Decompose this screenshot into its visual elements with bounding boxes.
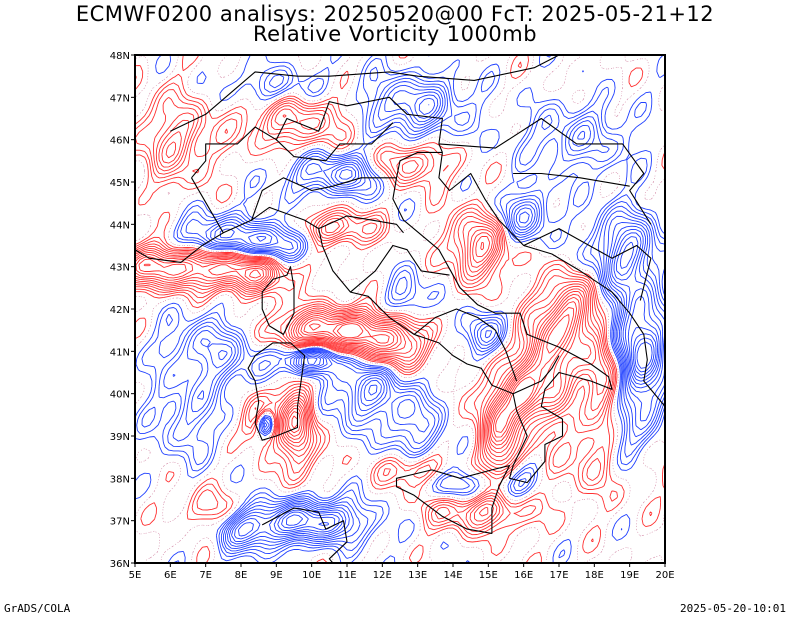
lon-tick-label: 13E [408,570,427,581]
lon-tick-label: 6E [164,570,177,581]
software-credit: GrADS/COLA [4,602,71,615]
lat-tick-label: 47N [110,93,130,104]
northern-border [170,55,560,132]
lon-tick-label: 17E [549,570,568,581]
lon-tick-label: 20E [655,570,674,581]
region-border [275,122,394,162]
lon-tick-label: 11E [337,570,356,581]
negative-vorticity-contour [237,104,662,537]
positive-vorticity-contour [135,61,653,563]
lon-tick-label: 16E [514,570,533,581]
positive-vorticity-contour [291,307,575,438]
longitude-axis: 5E 6E 7E 8E 9E 10E 11E 12E 13E 14E 15E 16E 17E 18E 19E… [129,563,675,581]
region-border [413,308,518,382]
lat-tick-label: 43N [110,263,130,274]
lon-tick-label: 14E [443,570,462,581]
lat-tick-label: 37N [110,517,130,528]
positive-vorticity-contour [135,236,582,450]
positive-vorticity-contour [135,114,607,522]
tunisia-coastline [261,507,348,563]
positive-vorticity-contour [135,97,614,532]
lon-tick-label: 7E [199,570,212,581]
map-title: ECMWF0200 analisys: 20250520@00 FcT: 202… [75,2,715,26]
france-coastline [135,232,224,263]
region-border [318,215,404,234]
italy-coastline [191,151,613,484]
negative-vorticity-contour [234,97,664,540]
sicily-coastline [395,465,511,534]
lat-tick-label: 41N [110,347,130,358]
lat-tick-label: 39N [110,432,130,443]
positive-vorticity-contour [135,141,597,517]
map-subtitle: Relative Vorticity 1000mb [252,22,538,46]
lon-tick-label: 18E [585,570,604,581]
lat-tick-label: 45N [110,178,130,189]
negative-vorticity-contour [163,74,665,552]
zero-contour [135,55,665,563]
positive-vorticity-contour [336,314,570,433]
lat-tick-label: 38N [110,474,130,485]
lon-tick-label: 10E [302,570,321,581]
lat-tick-label: 40N [110,390,130,401]
region-border [512,355,560,395]
positive-vorticity-contour [135,105,612,529]
lon-tick-label: 15E [479,570,498,581]
positive-vorticity-contour [135,55,665,563]
negative-vorticity-contour [197,90,665,545]
vorticity-contours [135,55,665,563]
render-timestamp: 2025-05-20-10:01 [680,602,786,615]
negative-vorticity-contour [136,55,665,563]
lon-tick-label: 9E [270,570,283,581]
bosnia-montenegro-border [523,228,652,301]
croatia-bosnia-border [513,172,630,187]
negative-vorticity-contour [636,341,653,369]
lon-tick-label: 12E [373,570,392,581]
positive-vorticity-contour [135,232,592,453]
coastlines-and-borders [135,55,665,563]
negative-vorticity-contour [285,333,657,526]
latitude-axis: 36N 37N 38N 39N 40N 41N 42N 43N 44N 45N 46N 47N 48N [110,51,135,570]
lon-tick-label: 5E [129,570,142,581]
lat-tick-label: 42N [110,305,130,316]
negative-vorticity-contour [281,241,659,529]
positive-vorticity-contour [143,263,578,442]
negative-vorticity-contour [172,81,665,550]
region-border [251,177,397,221]
lon-tick-label: 8E [235,570,248,581]
lat-tick-label: 46N [110,136,130,147]
lat-tick-label: 36N [110,559,130,570]
negative-vorticity-contour [141,66,665,555]
positive-vorticity-contour [135,89,615,536]
negative-vorticity-contour [277,236,660,531]
lat-tick-label: 44N [110,220,130,231]
corsica-coastline [261,266,295,335]
region-border [350,244,450,293]
lon-tick-label: 19E [620,570,639,581]
negative-vorticity-contour [634,337,655,373]
sardinia-coastline [247,342,306,441]
balkan-coastline [438,152,665,407]
balkan-border [438,117,652,225]
lat-tick-label: 48N [110,51,130,62]
alpine-border [191,96,443,179]
positive-vorticity-contour [138,241,580,446]
